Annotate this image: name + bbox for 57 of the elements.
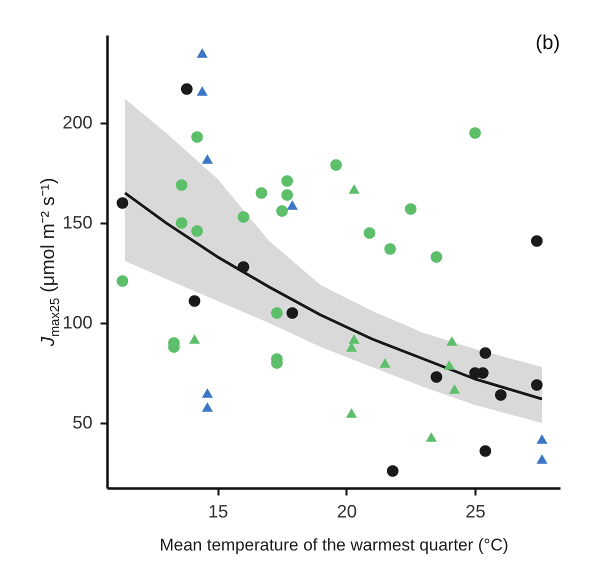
point [196, 48, 208, 58]
point [281, 175, 293, 187]
point [348, 334, 360, 344]
point [444, 360, 455, 370]
point [469, 127, 481, 139]
chart-title: (b) [536, 32, 560, 54]
point [191, 225, 203, 237]
point [189, 334, 200, 344]
point [348, 184, 360, 194]
point [480, 445, 492, 457]
point [271, 307, 283, 319]
point [531, 379, 543, 391]
point [531, 235, 543, 247]
point [430, 251, 442, 263]
point [330, 159, 342, 171]
y-tick-label: 50 [72, 412, 92, 432]
point [346, 342, 357, 352]
point [281, 189, 293, 201]
point [426, 432, 437, 442]
point [276, 205, 288, 217]
point [364, 227, 376, 239]
point [202, 154, 213, 164]
x-axis-title: Mean temperature of the warmest quarter (°C) [160, 536, 508, 554]
y-tick-label: 100 [62, 312, 92, 332]
line-series [124, 192, 544, 400]
point [448, 384, 460, 394]
point [116, 275, 128, 287]
point [202, 388, 213, 398]
point [536, 454, 548, 464]
x-tick-label: 15 [208, 502, 228, 522]
point [180, 83, 193, 95]
point [404, 203, 417, 215]
point [536, 434, 548, 444]
point [384, 243, 396, 255]
point [202, 402, 213, 412]
point [346, 408, 357, 418]
point [380, 358, 390, 368]
point [286, 307, 298, 319]
point [238, 211, 250, 223]
y-tick-label: 150 [62, 212, 92, 232]
point [494, 389, 507, 401]
point [188, 295, 200, 307]
point [238, 261, 250, 273]
point [446, 336, 458, 346]
point [430, 371, 442, 383]
point [176, 217, 188, 229]
point [256, 187, 268, 199]
point [386, 465, 399, 477]
point [191, 131, 203, 143]
x-tick-label: 25 [466, 502, 486, 522]
point [286, 200, 298, 210]
point [196, 86, 208, 96]
y-tick-label: 200 [62, 112, 92, 132]
x-tick-label: 20 [336, 502, 357, 522]
point [116, 197, 128, 209]
point [480, 347, 492, 359]
point [176, 179, 188, 191]
